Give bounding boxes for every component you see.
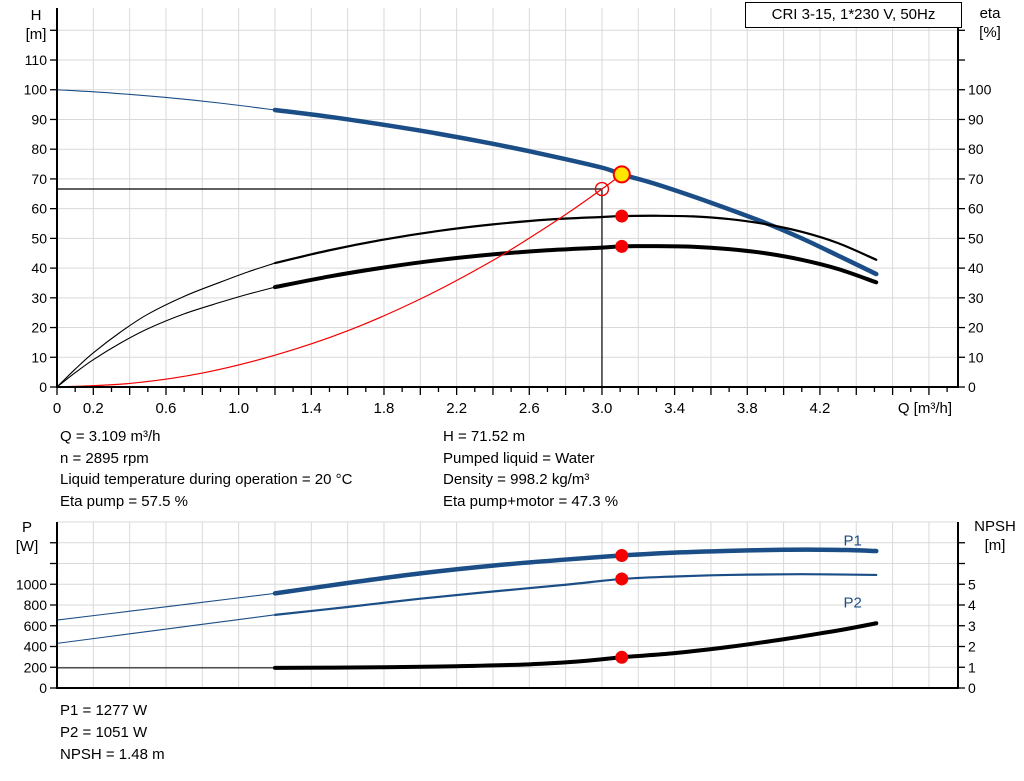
p2-curve: [273, 573, 878, 616]
tick-label-right: 4: [968, 597, 976, 613]
tick-label-left: 40: [31, 260, 47, 276]
x-tick-label: 2.6: [519, 400, 540, 417]
tick-label-left: 60: [31, 201, 47, 217]
tick-label-left: 400: [24, 639, 48, 655]
info-speed: n = 2895 rpm: [60, 449, 149, 467]
info-p2: P2 = 1051 W: [60, 724, 148, 741]
tick-label-left: 100: [24, 82, 48, 98]
x-tick-label: 1.8: [374, 400, 395, 417]
p-axis-title-line2: [W]: [15, 538, 39, 555]
npsh-axis-title-line2: [m]: [984, 537, 1006, 554]
head-curve: [272, 107, 879, 277]
eta-axis-title-line2: [%]: [979, 24, 1001, 41]
x-tick-label: 2.2: [446, 400, 467, 417]
tick-label-left: 70: [31, 171, 47, 187]
eta-axis-title-line1: eta: [979, 5, 1001, 22]
tick-label-left: 90: [31, 111, 47, 127]
tick-label-left: 0: [39, 680, 47, 696]
tick-label-left: 600: [24, 618, 48, 634]
info-eta-pump-motor: Eta pump+motor = 47.3 %: [443, 492, 619, 510]
tick-label-left: 30: [31, 290, 47, 306]
tick-label-right: 90: [968, 111, 984, 127]
eta-pump-point: [615, 209, 629, 223]
p1-point: [615, 549, 629, 563]
info-p1: P1 = 1277 W: [60, 702, 148, 719]
p-axis-title: P [W]: [5, 518, 49, 556]
tick-label-right: 70: [968, 171, 984, 187]
power-npsh-info: P1 = 1277 W P2 = 1051 W NPSH = 1.48 m: [60, 700, 165, 766]
tick-label-right: 0: [968, 680, 976, 696]
tick-label-right: 40: [968, 260, 984, 276]
head-curve-leadin: [56, 89, 276, 111]
operating-point-info-left: Q = 3.109 m³/h n = 2895 rpm Liquid tempe…: [60, 426, 352, 512]
tick-label-left: 10: [31, 349, 47, 365]
tick-label-left: 80: [31, 141, 47, 157]
tick-label-right: 1: [968, 659, 976, 675]
x-tick-label: 0.2: [83, 400, 104, 417]
x-tick-label: 4.2: [810, 400, 831, 417]
info-eta-pump: Eta pump = 57.5 %: [60, 492, 188, 510]
series-label-p1: P1: [844, 532, 862, 549]
tick-label-left: 1000: [16, 576, 47, 592]
tick-label-right: 20: [968, 320, 984, 336]
p-axis-title-line1: P: [21, 519, 32, 536]
tick-label-right: 50: [968, 230, 984, 246]
eta-pump-motor-curve: [272, 244, 879, 290]
tick-label-left: 20: [31, 320, 47, 336]
info-density: Density = 998.2 kg/m³: [443, 471, 590, 488]
operating-point-info-right: H = 71.52 m Pumped liquid = Water Densit…: [443, 426, 618, 512]
x-tick-label: 1.4: [301, 400, 322, 417]
tick-label-right: 80: [968, 141, 984, 157]
npsh-point: [615, 650, 629, 664]
info-liquid-temperature: Liquid temperature during operation = 20…: [60, 471, 353, 488]
tick-label-left: 800: [24, 597, 48, 613]
x-tick-label: 3.8: [737, 400, 758, 417]
series-label-p2: P2: [844, 595, 862, 612]
p2-curve-leadin: [56, 614, 276, 644]
system-curve: [56, 173, 623, 388]
tick-label-left: 50: [31, 230, 47, 246]
tick-label-right: 0: [968, 379, 976, 395]
info-pumped-liquid: Pumped liquid = Water: [443, 449, 595, 467]
tick-label-left: 0: [39, 379, 47, 395]
tick-label-right: 3: [968, 618, 976, 634]
eta-pump-motor-curve-leadin: [56, 286, 276, 388]
x-tick-label: 1.0: [228, 400, 249, 417]
p1-curve-leadin: [56, 592, 276, 621]
tick-label-right: 5: [968, 576, 976, 592]
pump-model-badge: CRI 3-15, 1*230 V, 50Hz: [745, 2, 962, 28]
tick-label-left: 110: [25, 52, 48, 68]
npsh-axis-title-line1: NPSH: [974, 518, 1016, 535]
tick-label-right: 10: [968, 349, 984, 365]
h-axis-title-line2: [m]: [25, 26, 47, 43]
tick-label-right: 60: [968, 201, 984, 217]
h-axis-title-line1: H: [30, 7, 42, 24]
tick-label-right: 100: [968, 82, 992, 98]
x-tick-label: 3.0: [592, 400, 613, 417]
requested-duty-marker: [594, 181, 610, 197]
x-tick-label: 0: [53, 400, 61, 417]
info-npsh: NPSH = 1.48 m: [60, 746, 165, 763]
eta-axis-title: eta [%]: [966, 4, 1014, 42]
tick-label-left: 200: [24, 659, 48, 675]
tick-label-right: 2: [968, 639, 976, 655]
duty-point-marker: [612, 165, 631, 184]
eta-pump-curve-leadin: [56, 262, 276, 388]
x-tick-label: 0.6: [156, 400, 177, 417]
npsh-curve: [272, 621, 879, 670]
h-axis-title: H [m]: [14, 6, 58, 44]
tick-label-right: 30: [968, 290, 984, 306]
info-flow: Q = 3.109 m³/h: [60, 428, 161, 445]
p2-point: [615, 572, 629, 586]
eta-pump-motor-point: [615, 239, 629, 253]
x-axis-unit-label: Q [m³/h]: [898, 400, 952, 417]
npsh-axis-title: NPSH [m]: [966, 517, 1024, 555]
p1-curve: [272, 547, 879, 596]
info-head: H = 71.52 m: [443, 428, 526, 445]
x-tick-label: 3.4: [664, 400, 685, 417]
